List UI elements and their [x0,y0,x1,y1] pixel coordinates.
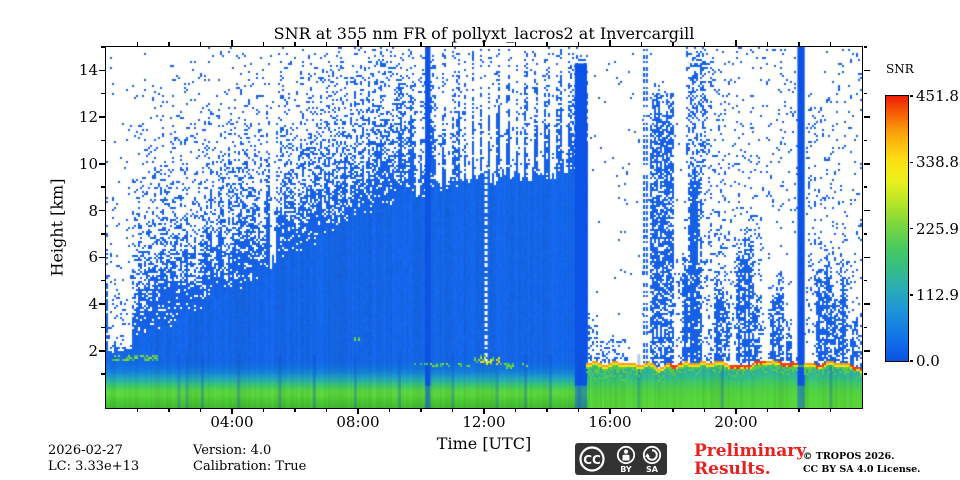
x-tick [136,408,139,412]
colorbar-tick [909,294,913,296]
measurement-date: 2026-02-27 [48,443,123,458]
y-tick-label: 14 [78,61,98,80]
y-tick-right [863,69,870,72]
x-tick [199,408,202,412]
x-tick [672,408,674,412]
y-tick-right [863,326,867,329]
x-tick [640,408,643,412]
copyright-note: © TROPOS 2026. CC BY SA 4.0 License. [803,450,920,476]
colorbar-tick-label: 338.8 [916,153,959,172]
colorbar-title: SNR [886,62,914,76]
y-tick-label: 2 [88,341,98,360]
x-tick [357,408,359,414]
y-tick-right [863,303,870,305]
colorbar-tick [909,227,913,230]
y-tick-right [863,209,870,212]
x-tick-label: 20:00 [714,413,758,431]
colorbar-tick-label: 451.8 [916,87,959,105]
cc-license-badge: CC BY SA [575,443,667,479]
y-tick-label: 4 [88,295,98,314]
cc-sa-icon [642,445,662,465]
x-tick [451,408,454,412]
y-tick-right [863,279,867,282]
colorbar-tick [909,95,913,97]
x-tick [231,408,233,414]
cc-sa-label: SA [646,465,659,474]
y-tick-label: 6 [88,248,98,267]
y-tick-right [863,350,870,352]
preliminary-line2: Results. [694,459,771,479]
copyright-line2: CC BY SA 4.0 License. [803,464,921,475]
x-tick-label: 08:00 [336,413,380,431]
x-tick [735,408,737,414]
y-tick-label: 10 [78,154,98,173]
colorbar-tick [909,360,913,362]
x-tick [829,408,832,412]
colorbar [884,94,909,362]
y-tick-right [863,186,867,188]
x-tick [420,408,422,412]
x-tick-label: 12:00 [462,413,506,431]
x-tick [609,408,611,414]
copyright-line1: © TROPOS 2026. [803,451,895,462]
x-tick [325,408,328,412]
y-tick-right [863,163,870,165]
lidar-constant: LC: 3.33e+13 [48,459,140,474]
preliminary-line1: Preliminary [694,441,807,461]
cc-by-icon [616,445,636,465]
y-tick-right [863,256,870,259]
calibration-label: Calibration: True [193,459,307,474]
y-tick-right [863,139,867,142]
y-tick-label: 12 [78,108,98,127]
colorbar-tick-label: 112.9 [916,285,959,304]
plot-area [104,45,863,409]
x-tick [798,408,800,412]
x-tick [766,408,769,412]
x-tick [546,408,548,412]
y-tick-right [863,233,867,235]
x-tick [294,408,296,412]
x-tick [388,408,391,412]
cc-by-label: BY [620,465,632,474]
y-tick-label: 8 [88,201,98,220]
plot-title: SNR at 355 nm FR of pollyxt_lacros2 at I… [273,24,695,43]
y-tick-right [863,92,867,95]
y-tick-right [863,46,867,48]
colorbar-tick [909,161,913,163]
cc-logo-icon: CC [583,453,601,467]
y-tick-right [863,373,867,375]
version-label: Version: 4.0 [193,443,272,458]
y-tick-right [863,116,870,118]
x-tick [483,408,485,414]
x-tick-label: 04:00 [210,413,254,431]
preliminary-results-note: Preliminary Results. [694,442,806,478]
colorbar-tick-label: 225.9 [916,219,959,238]
x-tick [577,408,580,412]
x-tick-label: 16:00 [588,413,632,431]
x-tick [262,408,265,412]
colorbar-gradient [885,95,908,361]
snr-heatmap [105,46,862,408]
y-axis-label: Height [km] [47,178,67,277]
x-tick [514,408,517,412]
cc-by-sa-badge-icon: CC BY SA [575,443,667,475]
x-tick [168,408,170,412]
x-tick [703,408,706,412]
colorbar-tick-label: 0.0 [916,352,940,370]
x-axis-label: Time [UTC] [436,434,532,453]
